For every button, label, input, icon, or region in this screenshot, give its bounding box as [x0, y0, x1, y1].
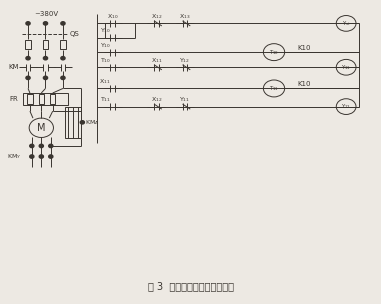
Bar — [50, 94, 55, 104]
Text: QS: QS — [70, 31, 80, 37]
Bar — [60, 40, 66, 49]
Circle shape — [30, 155, 34, 158]
Circle shape — [61, 22, 65, 25]
Circle shape — [30, 144, 34, 148]
Circle shape — [26, 57, 30, 60]
Bar — [26, 40, 31, 49]
Text: T$_{11}$: T$_{11}$ — [99, 95, 110, 104]
Circle shape — [39, 144, 43, 148]
Text: Y$_{12}$: Y$_{12}$ — [179, 56, 190, 65]
Bar — [65, 107, 81, 138]
Text: Y$_{11}$: Y$_{11}$ — [341, 63, 351, 72]
Circle shape — [49, 155, 53, 158]
Text: K10: K10 — [298, 45, 311, 50]
Text: T$_{10}$: T$_{10}$ — [99, 56, 110, 65]
Text: X$_{10}$: X$_{10}$ — [107, 12, 118, 21]
Text: Y$_{12}$: Y$_{12}$ — [341, 102, 351, 111]
Text: M: M — [37, 123, 46, 133]
Bar — [43, 40, 48, 49]
Circle shape — [61, 76, 65, 80]
Text: K10: K10 — [298, 81, 311, 87]
Text: KM: KM — [9, 64, 19, 70]
Bar — [27, 94, 33, 104]
Circle shape — [49, 144, 53, 148]
Text: T$_{10}$: T$_{10}$ — [269, 48, 279, 57]
Text: X$_{11}$: X$_{11}$ — [150, 56, 162, 65]
Text: T$_{11}$: T$_{11}$ — [269, 84, 279, 93]
Text: Y$_{10}$: Y$_{10}$ — [99, 41, 110, 50]
Circle shape — [43, 76, 48, 80]
Text: Y$_{10}$: Y$_{10}$ — [99, 26, 110, 35]
Text: X$_{11}$: X$_{11}$ — [99, 77, 111, 86]
Circle shape — [43, 57, 48, 60]
Text: X$_{12}$: X$_{12}$ — [150, 12, 162, 21]
Text: Y$_{11}$: Y$_{11}$ — [179, 95, 190, 104]
Text: KM$_Y$: KM$_Y$ — [7, 152, 21, 161]
Text: ~380V: ~380V — [34, 11, 58, 17]
Circle shape — [61, 57, 65, 60]
Text: 图 3  快、慢速给料控刻电路图: 图 3 快、慢速给料控刻电路图 — [147, 282, 234, 292]
Circle shape — [26, 76, 30, 80]
Text: X$_{13}$: X$_{13}$ — [179, 12, 190, 21]
Circle shape — [43, 22, 48, 25]
Text: KM$_\Delta$: KM$_\Delta$ — [85, 118, 99, 127]
Circle shape — [80, 121, 85, 124]
Bar — [23, 93, 68, 105]
Circle shape — [26, 22, 30, 25]
Text: X$_{12}$: X$_{12}$ — [150, 95, 162, 104]
Text: FR: FR — [10, 96, 18, 102]
Bar — [38, 94, 44, 104]
Text: Y$_{st}$: Y$_{st}$ — [342, 19, 351, 28]
Circle shape — [39, 155, 43, 158]
